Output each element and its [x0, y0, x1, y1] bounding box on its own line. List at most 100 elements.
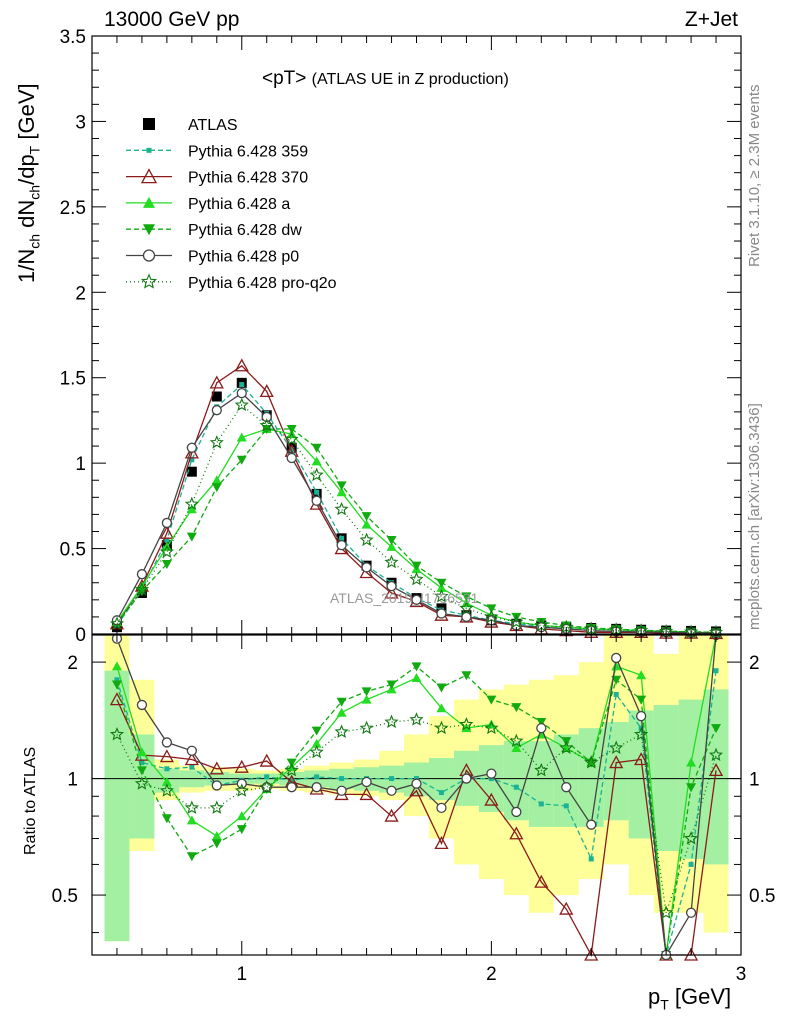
ratio-data-point — [234, 759, 249, 773]
legend-marker — [143, 118, 155, 130]
ratio-data-point — [359, 720, 374, 735]
main-data-point — [409, 571, 424, 586]
ratio-data-point — [411, 778, 422, 789]
main-data-point — [261, 411, 272, 423]
main-data-point — [311, 456, 322, 466]
ratio-data-point — [686, 757, 697, 767]
y-tick-label: 0.5 — [60, 540, 86, 561]
legend-graphics: ATLAS Pythia 6.428 359 Pythia 6.428 370 Pyt… — [126, 117, 337, 292]
legend-label: Pythia 6.428 p0 — [188, 249, 299, 266]
legend-marker — [143, 196, 155, 208]
ratio-data-point — [636, 695, 647, 705]
ratio-data-point — [688, 861, 694, 867]
main-data-point — [134, 582, 149, 596]
ratio-data-point — [184, 752, 199, 766]
ratio-data-point — [389, 776, 395, 782]
main-data-point — [136, 569, 148, 580]
main-data-point — [361, 512, 372, 522]
main-data-point — [209, 435, 224, 449]
ratio-data-point — [334, 724, 349, 738]
ratio-data-point — [536, 718, 547, 728]
ratio-data-point — [511, 703, 522, 713]
ratio-data-point — [436, 683, 447, 693]
legend-entry: Pythia 6.428 370 — [126, 168, 308, 187]
main-data-point — [386, 581, 397, 592]
main-data-point — [384, 554, 399, 569]
legend-marker — [146, 147, 152, 153]
main-title: <pT> (ATLAS UE in Z production) — [262, 68, 509, 90]
source-label: mcplots.cern.ch [arXiv:1306.3436] — [746, 403, 763, 630]
main-data-point — [111, 615, 123, 626]
main-data-point — [486, 604, 497, 614]
main-data-point — [109, 616, 125, 630]
main-data-point — [284, 431, 299, 446]
ratio-data-point — [384, 808, 399, 822]
main-data-point — [234, 397, 249, 412]
ratio-data-point — [161, 776, 172, 786]
main-data-point — [434, 588, 449, 603]
ratio-series-line — [116, 699, 717, 958]
main-data-point — [186, 442, 197, 453]
legend-marker — [140, 168, 158, 184]
ratio-data-point — [311, 738, 322, 748]
main-title-main: <pT> — [262, 68, 307, 89]
ratio-data-point — [611, 652, 622, 664]
ratio-data-point — [311, 726, 322, 736]
ratio-data-point — [284, 762, 299, 777]
band-bin — [104, 670, 130, 942]
legend-entry: Pythia 6.428 p0 — [126, 249, 299, 266]
main-data-point — [436, 608, 447, 619]
ratio-data-point — [186, 852, 197, 862]
legend-label: Pythia 6.428 dw — [188, 222, 302, 239]
ratio-data-point — [484, 720, 499, 735]
main-data-point — [386, 541, 397, 551]
main-data-point — [484, 609, 499, 623]
main-data-point — [159, 525, 174, 539]
ratio-data-point — [611, 661, 622, 671]
ratio-data-point — [634, 752, 649, 766]
ratio-data-point — [186, 815, 197, 825]
main-data-point — [259, 384, 274, 398]
ratio-data-point — [184, 800, 199, 814]
legend-label: Pythia 6.428 pro-q2o — [188, 275, 337, 292]
ratio-data-point — [139, 760, 145, 766]
legend-entry: Pythia 6.428 a — [126, 196, 290, 213]
ratio-data-point — [486, 695, 497, 705]
ratio-data-point — [209, 761, 224, 775]
ratio-data-point — [236, 811, 247, 821]
band-bin — [603, 722, 629, 821]
ratio-y-tick-label: 2 — [67, 653, 78, 674]
rivet-label: Rivet 3.1.10, ≥ 2.3M events — [746, 84, 763, 268]
ratio-data-point — [211, 839, 222, 849]
ratio-y-tick-label: 0.5 — [52, 886, 78, 907]
band-bin — [653, 704, 679, 851]
main-data-point — [184, 496, 199, 511]
ratio-data-point — [109, 692, 125, 706]
watermark: ATLAS_2019_I1736531 — [330, 590, 479, 606]
main-data-point — [239, 382, 245, 388]
ratio-data-point — [259, 779, 274, 794]
process-label: Z+Jet — [684, 8, 738, 31]
ratio-data-point — [534, 762, 549, 777]
ratio-data-point — [461, 671, 472, 681]
x-tick-label: 1 — [236, 964, 247, 985]
x-tick-label: 3 — [736, 964, 747, 985]
main-data-point — [359, 532, 374, 547]
ratio-data-point — [509, 733, 524, 748]
y-tick-label: 1.5 — [60, 369, 86, 390]
main-data-point — [236, 432, 247, 442]
main-data-point — [334, 501, 349, 516]
y-tick-label: 0 — [75, 625, 86, 646]
ratio-data-point — [459, 717, 474, 731]
top-ylabel: 1/Nch dNch/dpT [GeV] — [14, 83, 43, 283]
xlabel: pT [GeV] — [648, 984, 732, 1013]
ratio-data-point — [534, 874, 549, 888]
main-data-point — [459, 600, 474, 615]
main-data-point — [159, 544, 174, 558]
main-data-point — [309, 467, 324, 482]
main-data-point — [461, 592, 472, 602]
bottom-ylabel: Ratio to ATLAS — [22, 746, 39, 855]
y-tick-label: 2 — [75, 283, 86, 304]
ratio-data-point — [584, 755, 599, 769]
ratio-data-point — [511, 806, 522, 818]
